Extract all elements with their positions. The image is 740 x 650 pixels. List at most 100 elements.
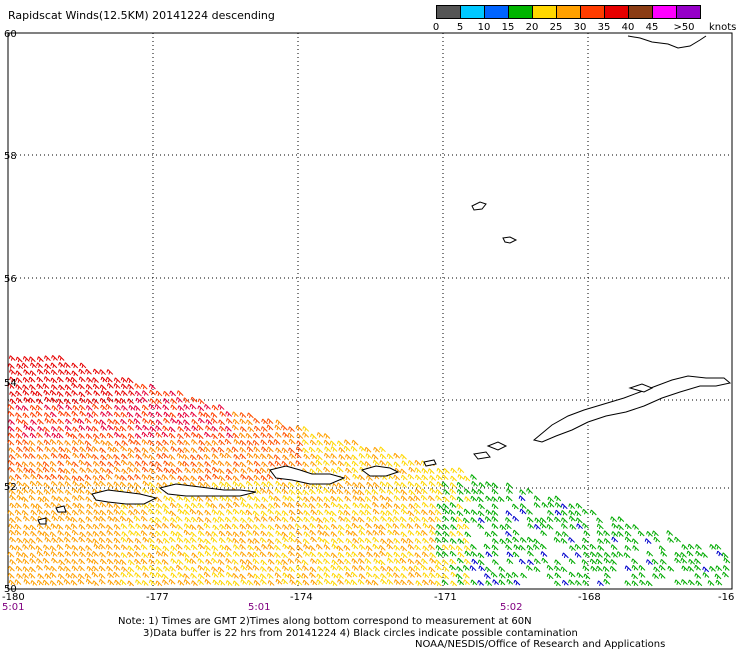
wind-barb: [408, 503, 416, 510]
wind-barb: [259, 467, 267, 474]
wind-barb: [106, 432, 114, 439]
wind-barb: [245, 559, 253, 566]
wind-barb: [28, 572, 36, 579]
wind-barb: [16, 480, 24, 487]
wind-barb: [8, 529, 16, 536]
wind-barb: [99, 530, 106, 537]
wind-barb: [533, 495, 541, 502]
wind-barb: [71, 446, 79, 453]
wind-barb: [533, 538, 541, 545]
wind-barb: [707, 580, 715, 586]
wind-barb: [169, 412, 177, 418]
wind-barb: [128, 529, 135, 536]
wind-barb: [357, 489, 365, 496]
wind-barb: [330, 523, 338, 530]
wind-barb: [506, 578, 514, 585]
wind-barb: [218, 551, 226, 558]
wind-barb: [140, 544, 148, 550]
wind-barb: [296, 440, 304, 447]
wind-barb: [463, 508, 471, 515]
wind-barb: [119, 425, 127, 432]
wind-barb: [57, 515, 65, 522]
wind-barb: [182, 460, 190, 467]
wind-barb: [400, 579, 407, 586]
wind-barb: [91, 571, 99, 578]
wind-barb: [422, 579, 429, 586]
wind-barb: [414, 544, 422, 551]
wind-barb: [162, 390, 170, 397]
wind-barb: [491, 503, 499, 510]
wind-barb: [9, 369, 16, 375]
wind-barb: [316, 573, 324, 580]
wind-barb: [282, 439, 290, 446]
wind-barb: [106, 453, 114, 460]
wind-barb: [127, 580, 135, 587]
wind-barb: [512, 529, 520, 536]
wind-barb: [681, 544, 689, 550]
wind-barb: [295, 502, 303, 508]
wind-barb: [113, 552, 121, 558]
wind-barb: [203, 522, 211, 529]
wind-barb: [239, 439, 247, 446]
wind-barb: [478, 565, 486, 572]
wind-barb: [351, 516, 359, 522]
wind-barb: [337, 579, 344, 585]
wind-barb: [714, 573, 722, 580]
wind-barb: [99, 447, 107, 454]
wind-barb: [358, 524, 366, 531]
wind-barb: [169, 522, 177, 529]
wind-barb: [100, 376, 108, 383]
wind-barb: [273, 495, 281, 502]
wind-barb: [239, 412, 247, 418]
wind-barb: [378, 529, 386, 536]
wind-barb: [93, 468, 100, 475]
wind-barb: [226, 432, 234, 439]
wind-barb: [308, 545, 316, 551]
wind-barb: [358, 474, 366, 481]
wind-barb: [295, 460, 303, 466]
wind-barb: [64, 558, 72, 564]
wind-barb: [344, 461, 352, 468]
wind-barb: [127, 418, 135, 425]
wind-barb: [287, 502, 295, 509]
wind-barb: [100, 390, 108, 396]
wind-barb: [330, 580, 338, 587]
wind-barb: [343, 545, 351, 551]
wind-barb: [674, 536, 681, 543]
wind-barb: [357, 558, 365, 564]
wind-barb: [184, 425, 191, 432]
wind-barb: [21, 405, 29, 411]
wind-barb: [302, 565, 309, 571]
wind-barb: [309, 439, 317, 446]
wind-barb: [9, 391, 17, 397]
wind-barb: [211, 459, 218, 466]
wind-barb: [43, 509, 51, 516]
wind-barb: [576, 523, 584, 530]
wind-barb: [281, 501, 289, 508]
wind-barb: [21, 419, 29, 426]
wind-barb: [505, 495, 513, 502]
wind-barb: [399, 557, 407, 564]
wind-barb: [351, 565, 359, 571]
wind-barb: [344, 489, 352, 495]
wind-barb: [211, 482, 219, 488]
wind-barb: [282, 524, 289, 530]
wind-barb: [191, 467, 199, 474]
wind-barb: [506, 551, 514, 558]
wind-barb: [624, 523, 632, 530]
wind-barb: [267, 558, 275, 565]
wind-barb: [371, 495, 379, 502]
wind-barb: [197, 579, 204, 585]
wind-barb: [204, 467, 212, 474]
wind-barb: [23, 424, 31, 431]
wind-barb: [345, 529, 353, 536]
wind-barb: [408, 516, 416, 523]
wind-barb: [71, 461, 79, 468]
wind-barb: [477, 517, 485, 524]
wind-barb: [252, 564, 260, 571]
wind-barb: [274, 544, 281, 551]
wind-barb: [86, 503, 94, 510]
wind-barb: [77, 578, 85, 585]
wind-barb: [245, 530, 253, 536]
wind-barb: [15, 418, 23, 424]
